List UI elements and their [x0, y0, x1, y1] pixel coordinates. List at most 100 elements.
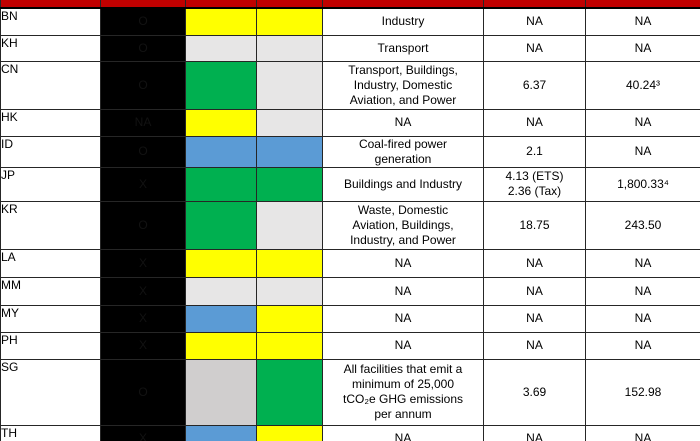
- covered-sectors-cell: NA: [322, 276, 484, 306]
- redacted-cell: X: [100, 166, 186, 202]
- header-cell: [100, 0, 186, 9]
- color-status-cell-a: [185, 304, 257, 333]
- numeric-value-1-cell: 18.75: [483, 200, 586, 250]
- redacted-cell: O: [100, 34, 186, 62]
- redacted-cell: X: [100, 248, 186, 278]
- covered-sectors-cell: Coal-fired power generation: [322, 135, 484, 168]
- color-status-cell-b: [256, 108, 323, 137]
- country-code-cell: LA: [0, 248, 101, 278]
- covered-sectors-cell: NA: [322, 248, 484, 278]
- redacted-cell: O: [100, 200, 186, 250]
- numeric-value-1-cell: 2.1: [483, 135, 586, 168]
- color-status-cell-b: [256, 358, 323, 426]
- country-code-cell: JP: [0, 166, 101, 202]
- color-status-cell-a: [185, 60, 257, 110]
- country-code-cell: SG: [0, 358, 101, 426]
- table-row: MM X NA NA NA: [0, 276, 700, 306]
- table-header-strip: [0, 0, 700, 9]
- color-status-cell-b: [256, 60, 323, 110]
- covered-sectors-cell: Transport, Buildings, Industry, Domestic…: [322, 60, 484, 110]
- numeric-value-1-cell: NA: [483, 331, 586, 360]
- color-status-cell-a: [185, 166, 257, 202]
- header-cell: [256, 0, 323, 9]
- covered-sectors-cell: Transport: [322, 34, 484, 62]
- redacted-cell: NA: [100, 108, 186, 137]
- redacted-cell: X: [100, 304, 186, 333]
- covered-sectors-cell: NA: [322, 108, 484, 137]
- color-status-cell-b: [256, 135, 323, 168]
- color-status-cell-a: [185, 331, 257, 360]
- header-cell: [322, 0, 484, 9]
- numeric-value-1-cell: NA: [483, 276, 586, 306]
- country-code-cell: MM: [0, 276, 101, 306]
- color-status-cell-a: [185, 424, 257, 441]
- country-code-cell: CN: [0, 60, 101, 110]
- numeric-value-2-cell: 243.50: [585, 200, 700, 250]
- numeric-value-1-cell: NA: [483, 248, 586, 278]
- color-status-cell-a: [185, 34, 257, 62]
- header-cell: [185, 0, 257, 9]
- numeric-value-2-cell: NA: [585, 34, 700, 62]
- redacted-cell: O: [100, 135, 186, 168]
- table-row: KR O Waste, Domestic Aviation, Buildings…: [0, 200, 700, 250]
- header-cell: [585, 0, 700, 9]
- country-code-cell: BN: [0, 7, 101, 36]
- country-code-cell: TH: [0, 424, 101, 441]
- table-row: PH X NA NA NA: [0, 331, 700, 360]
- numeric-value-2-cell: NA: [585, 331, 700, 360]
- numeric-value-2-cell: 1,800.33⁴: [585, 166, 700, 202]
- numeric-value-2-cell: NA: [585, 276, 700, 306]
- color-status-cell-b: [256, 276, 323, 306]
- numeric-value-2-cell: 40.24³: [585, 60, 700, 110]
- country-code-cell: PH: [0, 331, 101, 360]
- numeric-value-2-cell: NA: [585, 108, 700, 137]
- numeric-value-1-cell: 6.37: [483, 60, 586, 110]
- color-status-cell-a: [185, 7, 257, 36]
- numeric-value-2-cell: NA: [585, 424, 700, 441]
- header-cell: [0, 0, 101, 9]
- color-status-cell-a: [185, 135, 257, 168]
- color-status-cell-b: [256, 200, 323, 250]
- table-row: BN O Industry NA NA: [0, 7, 700, 36]
- covered-sectors-cell: NA: [322, 304, 484, 333]
- country-code-cell: KR: [0, 200, 101, 250]
- country-code-cell: ID: [0, 135, 101, 168]
- numeric-value-2-cell: NA: [585, 7, 700, 36]
- numeric-value-1-cell: NA: [483, 7, 586, 36]
- redacted-cell: O: [100, 358, 186, 426]
- numeric-value-2-cell: NA: [585, 248, 700, 278]
- color-status-cell-b: [256, 248, 323, 278]
- numeric-value-1-cell: 3.69: [483, 358, 586, 426]
- color-status-cell-a: [185, 200, 257, 250]
- numeric-value-2-cell: NA: [585, 304, 700, 333]
- redacted-cell: O: [100, 60, 186, 110]
- color-status-cell-a: [185, 108, 257, 137]
- covered-sectors-cell: NA: [322, 424, 484, 441]
- table-row: HK NA NA NA NA: [0, 108, 700, 137]
- numeric-value-1-cell: NA: [483, 304, 586, 333]
- color-status-cell-a: [185, 276, 257, 306]
- numeric-value-1-cell: 4.13 (ETS) 2.36 (Tax): [483, 166, 586, 202]
- covered-sectors-cell: Buildings and Industry: [322, 166, 484, 202]
- country-code-cell: KH: [0, 34, 101, 62]
- numeric-value-1-cell: NA: [483, 34, 586, 62]
- redacted-cell: X: [100, 424, 186, 441]
- covered-sectors-cell: Industry: [322, 7, 484, 36]
- color-status-cell-a: [185, 248, 257, 278]
- table-row: ID O Coal-fired power generation 2.1 NA: [0, 135, 700, 168]
- covered-sectors-cell: Waste, Domestic Aviation, Buildings, Ind…: [322, 200, 484, 250]
- color-status-cell-b: [256, 34, 323, 62]
- table-row: TH X NA NA NA: [0, 424, 700, 441]
- country-code-cell: HK: [0, 108, 101, 137]
- redacted-cell: X: [100, 331, 186, 360]
- numeric-value-1-cell: NA: [483, 424, 586, 441]
- numeric-value-1-cell: NA: [483, 108, 586, 137]
- header-cell: [483, 0, 586, 9]
- table-row: LA X NA NA NA: [0, 248, 700, 278]
- color-status-cell-b: [256, 424, 323, 441]
- covered-sectors-cell: NA: [322, 331, 484, 360]
- numeric-value-2-cell: NA: [585, 135, 700, 168]
- redacted-cell: X: [100, 276, 186, 306]
